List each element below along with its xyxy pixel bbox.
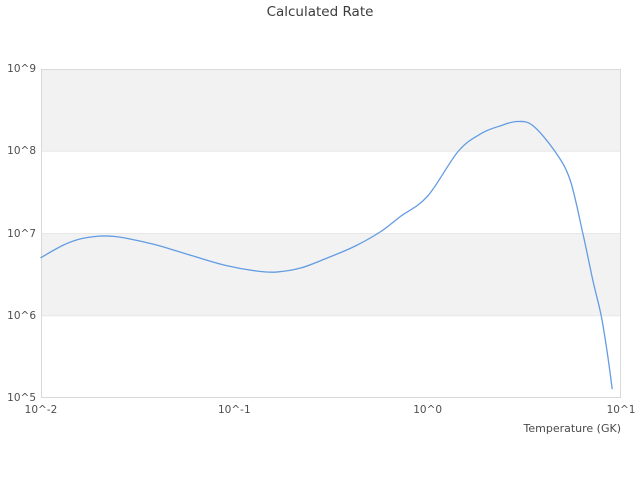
- y-tick-label: 10^9: [7, 63, 36, 75]
- plot-frame: [41, 69, 621, 398]
- y-tick-label: 10^5: [7, 392, 36, 404]
- x-tick-label: 10^-1: [218, 404, 251, 416]
- x-tick-label: 10^0: [413, 404, 443, 416]
- x-axis-label: Temperature (GK): [523, 422, 622, 435]
- y-tick-label: 10^8: [7, 145, 36, 158]
- y-tick-label: 10^6: [7, 309, 36, 322]
- decade-band: [41, 69, 621, 152]
- x-tick-label: 10^1: [606, 404, 636, 416]
- x-tick-label: 10^-2: [24, 404, 58, 416]
- y-tick-label: 10^7: [7, 227, 36, 240]
- chart-title: Calculated Rate: [266, 4, 374, 20]
- decade-band: [41, 233, 621, 316]
- rate-curve: [40, 120, 613, 390]
